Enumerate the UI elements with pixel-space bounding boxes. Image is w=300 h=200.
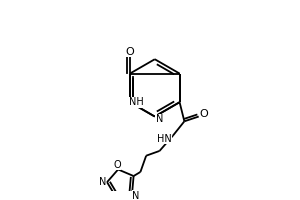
Text: N: N: [156, 114, 163, 124]
Text: O: O: [126, 47, 134, 57]
Text: O: O: [113, 160, 121, 170]
Text: N: N: [99, 177, 106, 187]
Text: O: O: [199, 109, 208, 119]
Text: HN: HN: [157, 134, 172, 144]
Text: N: N: [132, 191, 140, 200]
Text: NH: NH: [129, 97, 144, 107]
